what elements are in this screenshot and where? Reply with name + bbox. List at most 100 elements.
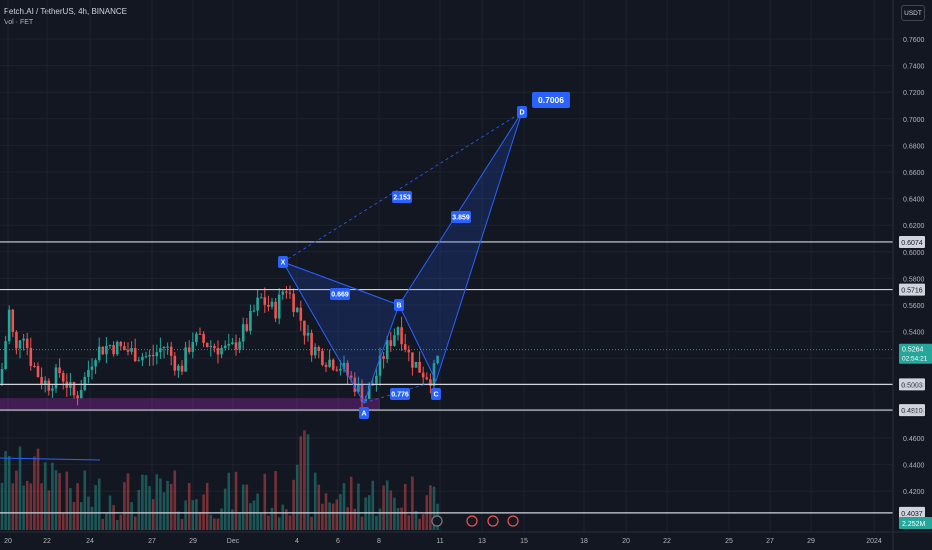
y-tick-label: 0.7400 bbox=[903, 64, 925, 71]
candle-body bbox=[51, 388, 54, 391]
candle-body bbox=[94, 360, 97, 367]
volume-bar bbox=[11, 483, 15, 530]
candle-body bbox=[87, 369, 90, 377]
candle-body bbox=[33, 365, 36, 367]
volume-bar bbox=[29, 483, 33, 530]
x-tick-label: 20 bbox=[622, 538, 630, 545]
candle-body bbox=[159, 348, 162, 353]
point-label-b-bg bbox=[394, 299, 404, 311]
candle-body bbox=[317, 347, 321, 351]
volume-bar bbox=[43, 462, 47, 530]
candle-body bbox=[148, 355, 151, 357]
volume-bar bbox=[331, 503, 335, 530]
x-tick-label: 11 bbox=[436, 538, 443, 545]
candle-body bbox=[4, 341, 7, 370]
candle-body bbox=[191, 342, 195, 352]
volume-bar bbox=[339, 494, 342, 530]
volume-bar bbox=[83, 470, 87, 530]
last-price-tag bbox=[899, 343, 932, 364]
candle-body bbox=[331, 359, 335, 370]
volume-bar bbox=[342, 483, 346, 530]
price-line-tag bbox=[899, 404, 925, 417]
volume-bar bbox=[227, 472, 231, 530]
volume-bar bbox=[357, 483, 360, 530]
volume-bar bbox=[155, 474, 159, 530]
y-tick-label: 0.5400 bbox=[903, 330, 925, 337]
candle-body bbox=[105, 345, 108, 355]
volume-bar bbox=[133, 516, 137, 530]
volume-bar bbox=[144, 475, 148, 530]
candle-body bbox=[133, 348, 137, 362]
price-line-label: 0.6074 bbox=[901, 240, 923, 247]
candle-body bbox=[115, 341, 119, 355]
x-tick-label: 2024 bbox=[866, 538, 882, 545]
ratio-abc: 0.776 bbox=[391, 392, 409, 399]
candle-body bbox=[223, 345, 227, 349]
candle-body bbox=[18, 340, 22, 349]
volume-bar bbox=[252, 500, 256, 530]
volume-bar bbox=[378, 508, 382, 530]
volume-bar bbox=[274, 471, 277, 530]
x-tick-label: 18 bbox=[580, 538, 588, 545]
volume-bar bbox=[25, 480, 29, 530]
price-line-label: 0.5716 bbox=[901, 288, 923, 295]
y-tick-label: 0.6600 bbox=[903, 170, 925, 177]
candle-body bbox=[256, 297, 259, 311]
candle-body bbox=[54, 367, 58, 389]
volume-bar bbox=[126, 473, 130, 530]
volume-bar bbox=[389, 490, 393, 530]
candle-body bbox=[227, 343, 231, 346]
candle-body bbox=[231, 342, 234, 344]
x-tick-label: 29 bbox=[807, 538, 815, 545]
volume-bar bbox=[101, 518, 105, 530]
chart-header: Fetch.AI / TetherUS, 4h, BINANCE Vol · F… bbox=[4, 6, 127, 28]
price-line-label: 0.5003 bbox=[901, 382, 923, 389]
symbol-title[interactable]: Fetch.AI / TetherUS, 4h, BINANCE bbox=[4, 7, 128, 16]
volume-bar bbox=[288, 515, 292, 530]
candle-body bbox=[346, 362, 349, 376]
candle-body bbox=[151, 355, 155, 357]
volume-bar bbox=[403, 483, 407, 530]
point-label-c: C bbox=[433, 392, 438, 399]
volume-bar bbox=[97, 478, 101, 530]
candle-body bbox=[288, 292, 292, 294]
candle-body bbox=[213, 345, 216, 349]
candle-body bbox=[306, 332, 310, 336]
candle-body bbox=[130, 348, 133, 352]
candle-body bbox=[414, 361, 418, 368]
volume-bar bbox=[40, 483, 43, 530]
point-label-a: A bbox=[361, 411, 366, 418]
support-zone bbox=[0, 398, 380, 411]
candle-body bbox=[303, 320, 306, 336]
candle-body bbox=[126, 350, 130, 352]
volume-bar bbox=[234, 471, 238, 530]
volume-bar bbox=[285, 509, 288, 530]
volume-ma-line bbox=[0, 457, 101, 461]
volume-bar bbox=[205, 482, 209, 530]
volume-bar bbox=[421, 514, 425, 530]
price-line-tag bbox=[899, 378, 925, 391]
candle-body bbox=[411, 352, 414, 368]
candle-body bbox=[393, 335, 396, 346]
volume-bar bbox=[141, 474, 144, 530]
x-tick-label: 15 bbox=[520, 538, 528, 545]
candle-body bbox=[216, 348, 220, 355]
volume-bar bbox=[223, 488, 227, 530]
currency-button[interactable]: USDT bbox=[901, 5, 925, 21]
volume-bar bbox=[263, 473, 267, 530]
volume-bar bbox=[191, 500, 195, 530]
volume-bar bbox=[292, 479, 295, 530]
volume-bar bbox=[112, 505, 115, 530]
volume-bar bbox=[187, 483, 191, 530]
candle-body bbox=[436, 355, 439, 364]
volume-bar bbox=[180, 518, 184, 530]
volume-indicator-label[interactable]: Vol · FET bbox=[4, 19, 34, 26]
volume-bar bbox=[277, 517, 281, 530]
volume-bar bbox=[418, 518, 421, 530]
volume-bar bbox=[137, 489, 141, 530]
y-tick-label: 0.4800 bbox=[903, 409, 925, 416]
candle-body bbox=[61, 373, 65, 382]
candle-body bbox=[234, 342, 238, 350]
candle-body bbox=[29, 348, 33, 366]
